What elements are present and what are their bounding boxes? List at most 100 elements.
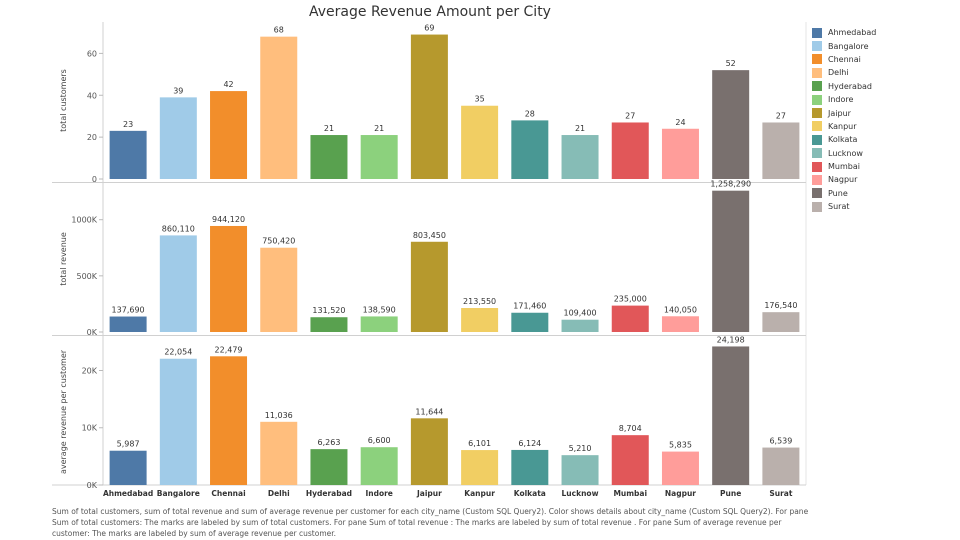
y-tick-label: 20 (87, 133, 97, 142)
data-label: 6,600 (368, 436, 391, 445)
bar-lucknow (561, 455, 599, 485)
bar-nagpur (661, 451, 699, 485)
data-label: 6,263 (318, 438, 341, 447)
bar-pune (712, 346, 750, 485)
data-label: 27 (625, 111, 635, 120)
y-tick-label: 1000K (71, 216, 97, 225)
x-tick-label: Delhi (268, 489, 290, 498)
y-tick-label: 40 (87, 91, 97, 100)
data-label: 11,644 (415, 407, 443, 416)
x-tick-label: Mumbai (613, 489, 647, 498)
legend-swatch (812, 174, 822, 185)
bar-mumbai (611, 435, 649, 485)
bar-lucknow (561, 319, 599, 332)
bar-chennai (210, 91, 248, 179)
y-tick-label: 500K (76, 272, 97, 281)
bar-kanpur (461, 450, 499, 485)
data-label: 69 (424, 24, 434, 33)
legend-label: Kolkata (828, 135, 858, 145)
data-label: 109,400 (563, 309, 596, 318)
legend-label: Ahmedabad (828, 28, 877, 38)
legend-label: Lucknow (828, 148, 863, 158)
legend-item-jaipur[interactable]: Jaipur (812, 106, 952, 119)
data-label: 176,540 (764, 301, 797, 310)
bar-hyderabad (310, 317, 348, 332)
legend-label: Pune (828, 188, 848, 198)
bar-surat (762, 312, 800, 332)
bar-jaipur (410, 34, 448, 180)
legend-item-mumbai[interactable]: Mumbai (812, 160, 952, 173)
legend-label: Delhi (828, 68, 849, 78)
legend-swatch (812, 188, 822, 199)
legend-label: Bangalore (828, 41, 869, 51)
bar-surat (762, 447, 800, 485)
bar-nagpur (661, 128, 699, 179)
legend-label: Hyderabad (828, 81, 872, 91)
y-tick-label: 0K (87, 328, 98, 337)
data-label: 5,987 (117, 440, 140, 449)
data-label: 1,258,290 (710, 180, 751, 189)
y-tick-label: 0 (92, 175, 97, 184)
y-tick-label: 0K (87, 481, 98, 490)
bar-kolkata (511, 449, 549, 485)
data-label: 750,420 (262, 237, 295, 246)
legend-item-bangalore[interactable]: Bangalore (812, 39, 952, 52)
x-tick-label: Lucknow (562, 489, 599, 498)
x-tick-label: Jaipur (416, 489, 442, 498)
bar-indore (360, 316, 398, 332)
legend-item-hyderabad[interactable]: Hyderabad (812, 80, 952, 93)
legend-item-delhi[interactable]: Delhi (812, 66, 952, 79)
data-label: 42 (223, 80, 233, 89)
legend-item-indore[interactable]: Indore (812, 93, 952, 106)
data-label: 11,036 (265, 411, 293, 420)
data-label: 68 (274, 26, 284, 35)
data-label: 22,054 (164, 348, 192, 357)
x-tick-label: Surat (769, 489, 793, 498)
x-tick-label: Chennai (211, 489, 245, 498)
data-label: 21 (324, 124, 334, 133)
bar-mumbai (611, 305, 649, 332)
x-tick-label: Indore (365, 489, 392, 498)
legend-item-nagpur[interactable]: Nagpur (812, 173, 952, 186)
data-label: 131,520 (312, 306, 345, 315)
data-label: 8,704 (619, 424, 642, 433)
data-label: 28 (525, 109, 535, 118)
legend-swatch (812, 67, 822, 78)
data-label: 39 (173, 86, 183, 95)
data-label: 24,198 (717, 335, 745, 344)
x-tick-label: Pune (720, 489, 741, 498)
data-label: 137,690 (112, 306, 145, 315)
data-label: 140,050 (664, 305, 697, 314)
legend-item-pune[interactable]: Pune (812, 187, 952, 200)
x-tick-label: Kolkata (514, 489, 546, 498)
bar-pune (712, 190, 750, 332)
data-label: 24 (675, 118, 685, 127)
data-label: 21 (575, 124, 585, 133)
bar-hyderabad (310, 135, 348, 179)
bar-bangalore (159, 358, 197, 485)
data-label: 6,101 (468, 439, 491, 448)
legend-item-surat[interactable]: Surat (812, 200, 952, 213)
legend-swatch (812, 81, 822, 92)
data-label: 6,124 (518, 439, 541, 448)
legend-item-kolkata[interactable]: Kolkata (812, 133, 952, 146)
legend-item-kanpur[interactable]: Kanpur (812, 120, 952, 133)
legend: Ahmedabad Bangalore Chennai Delhi Hyderabad I… (812, 26, 952, 213)
legend-swatch (812, 148, 822, 159)
data-label: 21 (374, 124, 384, 133)
legend-swatch (812, 54, 822, 65)
legend-label: Indore (828, 95, 854, 105)
data-label: 235,000 (614, 295, 647, 304)
bar-jaipur (410, 418, 448, 485)
data-label: 138,590 (363, 305, 396, 314)
bar-surat (762, 122, 800, 179)
legend-item-chennai[interactable]: Chennai (812, 53, 952, 66)
legend-swatch (812, 161, 822, 172)
bar-chennai (210, 225, 248, 332)
legend-item-ahmedabad[interactable]: Ahmedabad (812, 26, 952, 39)
legend-item-lucknow[interactable]: Lucknow (812, 147, 952, 160)
chart-title: Average Revenue Amount per City (309, 4, 551, 20)
bar-bangalore (159, 235, 197, 332)
legend-label: Surat (828, 202, 850, 212)
legend-swatch (812, 94, 822, 105)
